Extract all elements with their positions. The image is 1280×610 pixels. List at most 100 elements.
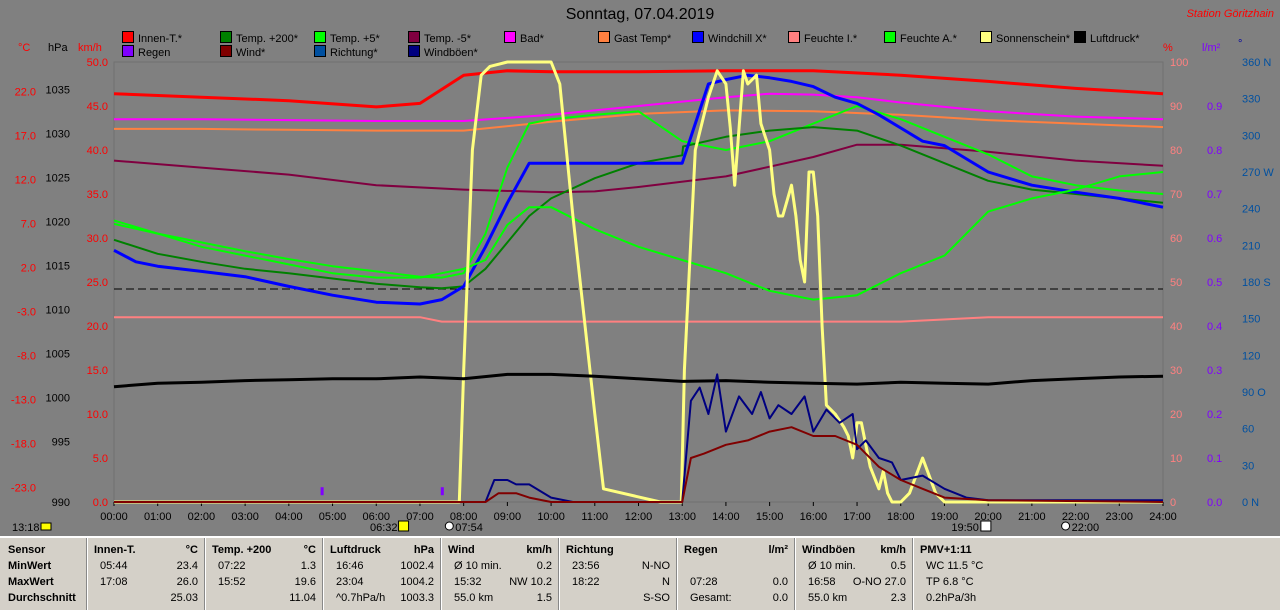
stats-column-unit: l/m² xyxy=(768,544,788,556)
stats-label-sensor: Sensor xyxy=(8,544,46,556)
y-tick-rain: 0.5 xyxy=(1207,277,1222,289)
stats-column: Wind km/h Ø 10 min. 0.2 15:32 NW 10.2 55.0 km 1… xyxy=(448,542,552,606)
stats-cell-label: Gesamt: xyxy=(690,592,732,604)
x-tick-label: 22:00 xyxy=(1062,511,1090,523)
stats-cell-label: WC 11.5 °C xyxy=(926,560,984,572)
x-tick-label: 04:00 xyxy=(275,511,303,523)
stats-cell-label: 07:22 xyxy=(218,560,246,572)
stats-column-header: Richtung xyxy=(566,542,670,558)
y-tick-direction: 0 N xyxy=(1242,497,1259,509)
stats-row: 0.2hPa/3h xyxy=(920,590,1024,606)
y-tick-celsius: -8.0 xyxy=(17,350,36,362)
legend-item: Richtung* xyxy=(314,45,378,59)
y-tick-celsius: -23.0 xyxy=(11,482,36,494)
y-tick-kmh: 40.0 xyxy=(87,145,108,157)
y-tick-rain: 0.4 xyxy=(1207,321,1222,333)
stats-column: PMV+1:11 WC 11.5 °C TP 6.8 °C 0.2hPa/3h xyxy=(920,542,1024,606)
axis-unit-celsius: °C xyxy=(18,42,31,54)
legend-item: Luftdruck* xyxy=(1074,31,1140,45)
stats-cell-value: 11.04 xyxy=(289,592,316,604)
stats-panel: Sensor MinWert MaxWert Durchschnitt Inne… xyxy=(0,536,1280,610)
y-tick-celsius: 12.0 xyxy=(15,174,36,186)
legend-swatch xyxy=(122,31,134,43)
axis-unit-hpa: hPa xyxy=(48,42,68,54)
moonset-time: 07:54 xyxy=(455,522,483,534)
y-tick-kmh: 25.0 xyxy=(87,277,108,289)
y-tick-rain: 0.0 xyxy=(1207,497,1222,509)
stats-column-name: Windböen xyxy=(802,544,856,556)
stats-column-name: Wind xyxy=(448,544,475,556)
y-tick-kmh: 20.0 xyxy=(87,321,108,333)
stats-cell-value: 0.2 xyxy=(536,560,552,572)
stats-separator xyxy=(440,538,442,610)
x-tick-label: 14:00 xyxy=(712,511,740,523)
series-sonnenschein xyxy=(114,60,1163,504)
y-tick-hpa: 1035 xyxy=(46,84,70,96)
x-tick-label: 24:00 xyxy=(1149,511,1177,523)
y-tick-direction: 300 xyxy=(1242,130,1260,142)
stats-row: ^0.7hPa/h 1003.3 xyxy=(330,590,434,606)
legend-swatch xyxy=(314,45,326,57)
y-tick-kmh: 45.0 xyxy=(87,101,108,113)
series-windb-en xyxy=(114,373,1163,503)
legend-label: Luftdruck* xyxy=(1090,33,1140,45)
stats-row xyxy=(684,558,788,574)
weather-icon xyxy=(40,522,52,531)
stats-row: 11.04 xyxy=(212,590,316,606)
stats-cell-label: 55.0 km xyxy=(454,592,494,604)
x-tick-label: 13:00 xyxy=(668,511,696,523)
y-tick-rain: 0.6 xyxy=(1207,233,1222,245)
stats-cell-value: 25.03 xyxy=(170,592,198,604)
current-time: 13:18 xyxy=(12,522,40,534)
stats-cell-value: 2.3 xyxy=(890,592,906,604)
stats-column-name: PMV+1:11 xyxy=(920,544,972,556)
series-wind xyxy=(114,426,1164,503)
y-tick-direction: 240 xyxy=(1242,204,1260,216)
chart-title: Sonntag, 07.04.2019 xyxy=(565,6,715,23)
y-tick-celsius: -13.0 xyxy=(11,394,36,406)
series-feuchte-i xyxy=(114,316,1163,323)
y-tick-kmh: 5.0 xyxy=(93,453,108,465)
y-tick-hpa: 1030 xyxy=(46,128,70,140)
y-tick-hpa: 1005 xyxy=(46,348,70,360)
legend-item: Gast Temp* xyxy=(598,31,671,45)
stats-row: 25.03 xyxy=(94,590,198,606)
x-tick-label: 11:00 xyxy=(581,511,608,523)
stats-row: 23:04 1004.2 xyxy=(330,574,434,590)
x-tick-label: 15:00 xyxy=(756,511,784,523)
x-tick-label: 23:00 xyxy=(1106,511,1134,523)
stats-separator xyxy=(558,538,560,610)
stats-cell-label: 07:28 xyxy=(690,576,718,588)
stats-column-header: Temp. +200 °C xyxy=(212,542,316,558)
moon-icon xyxy=(444,521,454,531)
stats-row: 17:08 26.0 xyxy=(94,574,198,590)
x-tick-label: 17:00 xyxy=(843,511,871,523)
stats-cell-value: N xyxy=(662,576,670,588)
stats-label-avg: Durchschnitt xyxy=(8,592,76,604)
stats-cell-value: 0.5 xyxy=(890,560,906,572)
stats-cell-label: Ø 10 min. xyxy=(808,560,856,572)
legend-item: Innen-T.* xyxy=(122,31,182,45)
y-tick-percent: 20 xyxy=(1170,409,1182,421)
stats-row: 16:46 1002.4 xyxy=(330,558,434,574)
legend-swatch xyxy=(220,45,232,57)
legend-label: Gast Temp* xyxy=(614,33,672,45)
y-tick-kmh: 35.0 xyxy=(87,189,108,201)
y-tick-direction: 180 S xyxy=(1242,277,1271,289)
series-feuchte-a xyxy=(113,171,1164,301)
y-tick-percent: 50 xyxy=(1170,277,1182,289)
y-tick-percent: 80 xyxy=(1170,145,1182,157)
stats-cell-label: 18:22 xyxy=(572,576,600,588)
stats-column-header: Windböen km/h xyxy=(802,542,906,558)
stats-cell-value: 1.3 xyxy=(300,560,316,572)
series-temp-200 xyxy=(113,126,1164,290)
stats-row: Ø 10 min. 0.2 xyxy=(448,558,552,574)
x-tick-label: 21:00 xyxy=(1018,511,1046,523)
y-tick-hpa: 990 xyxy=(52,497,70,509)
stats-cell-value: 1002.4 xyxy=(400,560,434,572)
legend-item: Windchill X* xyxy=(692,31,767,45)
stats-row: 15:52 19.6 xyxy=(212,574,316,590)
stats-column-unit: hPa xyxy=(413,544,434,556)
y-tick-direction: 120 xyxy=(1242,350,1260,362)
y-tick-direction: 150 xyxy=(1242,314,1260,326)
